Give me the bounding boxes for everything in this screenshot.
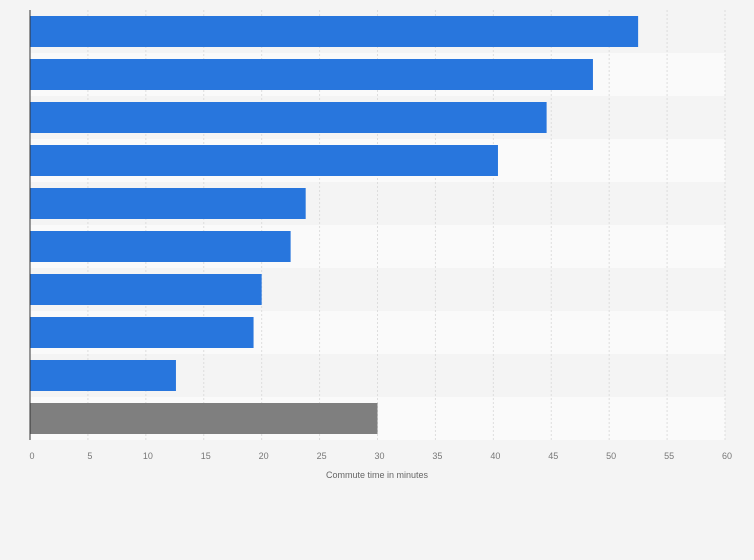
x-tick-label: 15 [201,451,211,461]
bar [30,231,291,262]
x-tick-label: 20 [259,451,269,461]
x-tick-label: 30 [374,451,384,461]
x-axis-label: Commute time in minutes [326,470,429,480]
x-tick-label: 50 [606,451,616,461]
bar [30,317,254,348]
x-tick-label: 40 [490,451,500,461]
bar [30,102,547,133]
x-ticks: 0 5 10 15 20 25 30 35 40 45 50 55 60 [29,451,732,461]
bar [30,188,306,219]
bar [30,59,593,90]
x-tick-label: 45 [548,451,558,461]
bar [30,360,176,391]
bar [30,274,262,305]
x-tick-label: 10 [143,451,153,461]
bar-highlight [30,403,378,434]
x-tick-label: 55 [664,451,674,461]
x-tick-label: 60 [722,451,732,461]
x-tick-label: 35 [432,451,442,461]
x-tick-label: 0 [29,451,34,461]
bars [30,16,639,434]
bar [30,145,498,176]
x-tick-label: 5 [87,451,92,461]
x-tick-label: 25 [317,451,327,461]
bar [30,16,639,47]
